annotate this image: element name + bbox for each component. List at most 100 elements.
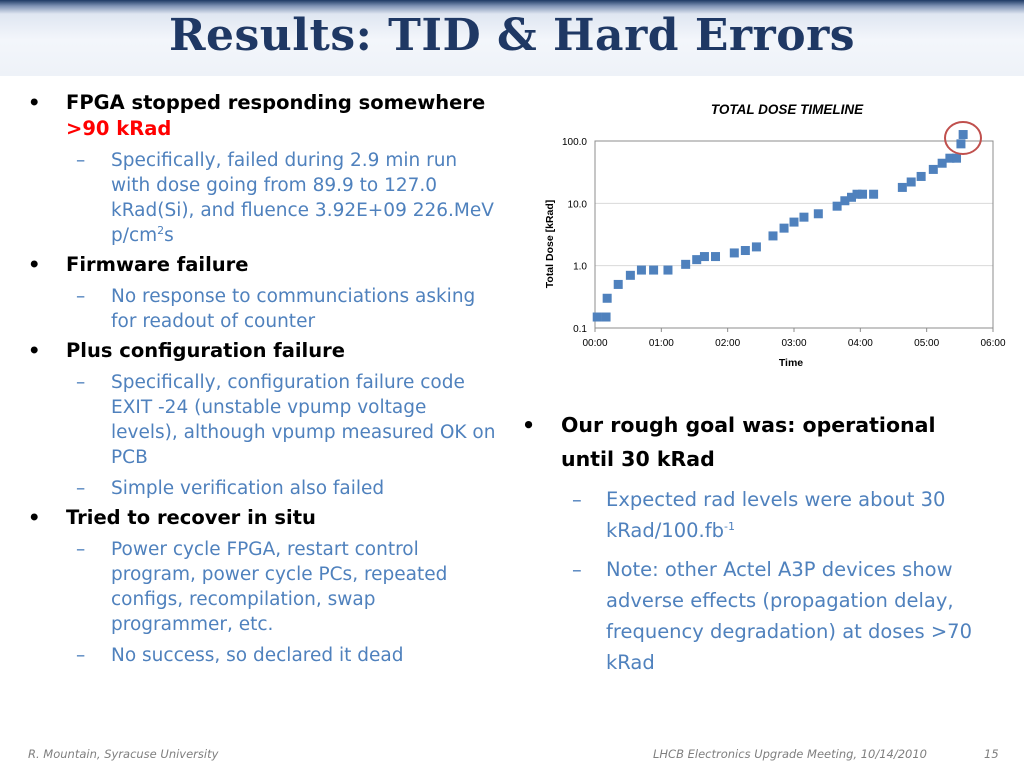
data-point-marker	[832, 201, 842, 211]
sub-bullet-text: Specifically, configuration failure code…	[111, 372, 496, 468]
data-point-marker	[692, 255, 702, 265]
left-column: • FPGA stopped responding somewhere >90 …	[28, 86, 498, 668]
bullet-firmware-failure: • Firmware failure	[28, 252, 498, 278]
data-point-marker	[937, 158, 947, 168]
sub-bullet-no-success: – No success, so declared it dead	[28, 643, 498, 668]
dash-icon: –	[76, 286, 86, 307]
data-point-marker	[916, 171, 926, 181]
dash-icon: –	[76, 372, 86, 393]
data-point-marker	[699, 252, 709, 262]
x-tick-label: 02:00	[715, 338, 740, 349]
highlight-circle	[944, 121, 982, 155]
data-point-marker	[897, 182, 907, 192]
data-point-marker	[663, 265, 673, 275]
bullet-recover-in-situ: • Tried to recover in situ	[28, 505, 498, 531]
chart-grid	[595, 202, 993, 267]
sub-bullet-text: Power cycle FPGA, restart control progra…	[111, 539, 448, 635]
bullet-text: FPGA stopped responding somewhere	[66, 91, 486, 114]
sub-bullet-verification: – Simple verification also failed	[28, 476, 498, 501]
y-tick-label: 10.0	[568, 199, 588, 210]
sub-bullet-text: Specifically, failed during 2.9 min run …	[111, 150, 494, 246]
data-point-marker	[751, 242, 761, 252]
y-tick-label: 100.0	[562, 137, 587, 148]
data-point-marker	[956, 139, 966, 149]
bullet-text: Firmware failure	[66, 253, 249, 276]
y-tick-label: 0.1	[573, 324, 587, 335]
y-tick-label: 1.0	[573, 262, 587, 273]
data-point-marker	[952, 153, 962, 163]
data-point-marker	[789, 217, 799, 227]
bullet-fpga-stopped: • FPGA stopped responding somewhere >90 …	[28, 90, 498, 142]
x-axis-label: Time	[779, 357, 803, 369]
sub-bullet-text: Expected rad levels were about 30 kRad/1…	[606, 488, 946, 542]
data-point-marker	[729, 248, 739, 258]
sub-bullet-power-cycle: – Power cycle FPGA, restart control prog…	[28, 537, 498, 637]
data-point-marker	[636, 265, 646, 275]
data-point-marker	[740, 246, 750, 256]
superscript: -1	[723, 520, 735, 533]
data-point-marker	[711, 252, 721, 262]
sub-bullet-text: Note: other Actel A3P devices show adver…	[606, 558, 972, 674]
data-point-marker	[592, 312, 602, 322]
data-point-marker	[813, 209, 823, 219]
data-point-marker	[945, 153, 955, 163]
data-point-marker	[779, 223, 789, 233]
highlight-90-krad: >90 kRad	[66, 117, 172, 140]
bullet-text: Tried to recover in situ	[66, 506, 316, 529]
bullet-text: Plus configuration failure	[66, 339, 345, 362]
sub-bullet-text: No success, so declared it dead	[111, 645, 404, 666]
bullet-dot-icon: •	[28, 253, 41, 276]
x-tick-label: 04:00	[848, 338, 873, 349]
dash-icon: –	[76, 478, 86, 499]
sub-bullet-tail: s	[164, 225, 174, 246]
sub-bullet-actel-note: – Note: other Actel A3P devices show adv…	[522, 554, 992, 678]
sub-bullet-expected-rad: – Expected rad levels were about 30 kRad…	[522, 484, 992, 546]
bullet-dot-icon: •	[28, 91, 41, 114]
data-point-marker	[602, 293, 612, 303]
sub-bullet-text: No response to communciations asking for…	[111, 286, 476, 332]
bullet-dot-icon: •	[28, 506, 41, 529]
bullet-dot-icon: •	[28, 339, 41, 362]
x-tick-label: 01:00	[649, 338, 674, 349]
data-point-marker	[681, 259, 691, 269]
bullet-dot-icon: •	[522, 413, 536, 437]
data-point-marker	[840, 196, 850, 206]
x-tick-label: 06:00	[980, 338, 1005, 349]
bullet-rough-goal: • Our rough goal was: operational until …	[522, 408, 992, 476]
dash-icon: –	[572, 488, 582, 511]
bullet-configuration-failure: • Plus configuration failure	[28, 338, 498, 364]
footer-meeting: LHCB Electronics Upgrade Meeting, 10/14/…	[653, 747, 927, 761]
data-point-marker	[852, 189, 862, 199]
sub-bullet-exit-code: – Specifically, configuration failure co…	[28, 370, 498, 470]
footer-author: R. Mountain, Syracuse University	[28, 747, 219, 761]
dash-icon: –	[76, 539, 86, 560]
total-dose-timeline-chart: TOTAL DOSE TIMELINE 0.1 1.0 10.0 100.0 00:0…	[544, 102, 1006, 369]
data-point-marker	[625, 270, 635, 280]
dash-icon: –	[572, 558, 582, 581]
sub-bullet-failure-detail: – Specifically, failed during 2.9 min ru…	[28, 148, 498, 248]
data-point-marker	[799, 212, 809, 222]
bullet-text: Our rough goal was: operational until 30…	[561, 413, 936, 471]
data-point-marker	[613, 279, 623, 289]
data-point-marker	[768, 231, 778, 241]
data-point-marker	[846, 192, 856, 202]
data-point-marker	[869, 189, 879, 199]
data-point-marker	[649, 265, 659, 275]
data-point-marker	[858, 189, 868, 199]
dash-icon: –	[76, 150, 86, 171]
sub-bullet-text: Simple verification also failed	[111, 478, 385, 499]
x-tick-label: 00:00	[582, 338, 607, 349]
sub-bullet-no-response: – No response to communciations asking f…	[28, 284, 498, 334]
chart-title: TOTAL DOSE TIMELINE	[711, 102, 864, 117]
data-point-marker	[928, 164, 938, 174]
data-point-marker	[906, 177, 916, 187]
slide-title: Results: TID & Hard Errors	[168, 10, 856, 61]
x-tick-label: 05:00	[914, 338, 939, 349]
data-point-marker	[958, 130, 968, 140]
footer-page-number: 15	[984, 747, 999, 761]
y-axis-ticks: 0.1 1.0 10.0 100.0	[562, 137, 587, 335]
right-column: • Our rough goal was: operational until …	[522, 408, 992, 678]
y-axis-label: Total Dose [kRad]	[544, 200, 556, 288]
data-point-marker	[601, 312, 611, 322]
x-tick-label: 03:00	[781, 338, 806, 349]
